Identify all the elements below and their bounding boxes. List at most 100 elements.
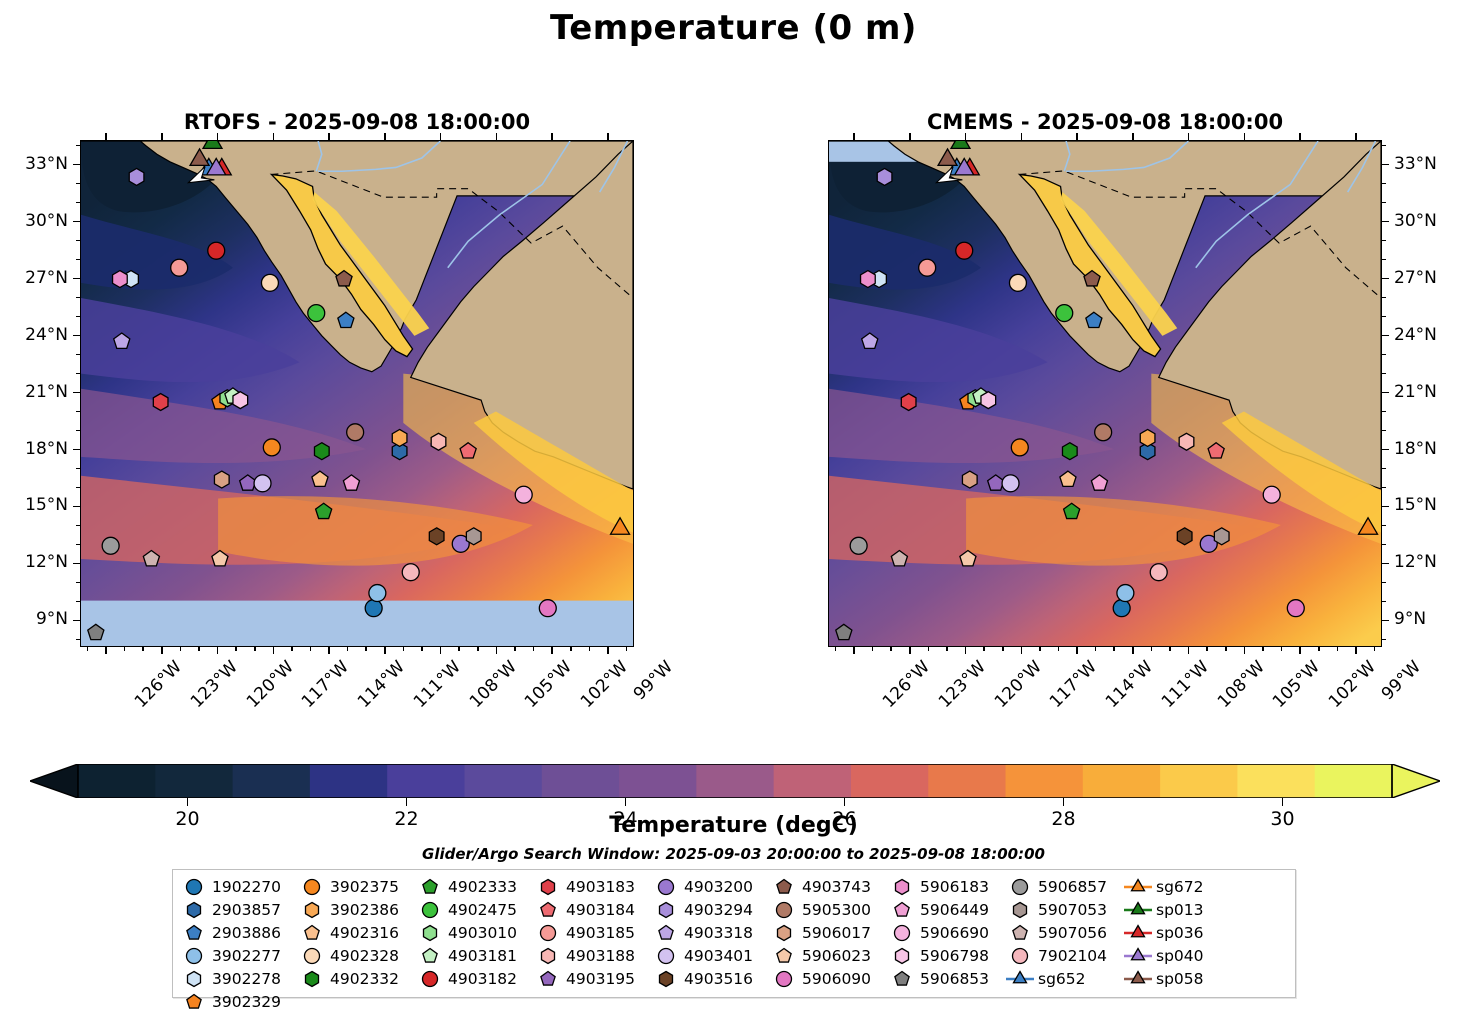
legend-item[interactable]: 4903183	[533, 875, 651, 898]
legend-item[interactable]: sp058	[1123, 967, 1227, 990]
colorbar-tick	[1062, 798, 1065, 806]
legend-item[interactable]: sp013	[1123, 898, 1227, 921]
legend-item-label: 4902333	[448, 877, 518, 896]
legend-item-label: 5907053	[1038, 900, 1108, 919]
legend-item[interactable]: 5906183	[887, 875, 1005, 898]
y-tick	[73, 505, 80, 508]
map-canvas-cmems[interactable]	[828, 140, 1382, 647]
legend-item[interactable]: 4903318	[651, 921, 769, 944]
legend-item[interactable]: 4902316	[297, 921, 415, 944]
circle-icon	[179, 875, 209, 898]
legend-item-label: 3902329	[212, 992, 282, 1011]
legend-item[interactable]: 3902375	[297, 875, 415, 898]
legend-item[interactable]: 5906017	[769, 921, 887, 944]
x-tick-minor	[514, 647, 516, 651]
y-tick-minor	[76, 201, 80, 204]
x-tick-minor	[86, 647, 89, 651]
legend-item[interactable]: sg652	[1005, 967, 1123, 990]
legend-item[interactable]: 3902278	[179, 967, 297, 990]
colorbar-tick-label: 20	[175, 808, 200, 830]
x-tick-minor	[179, 647, 182, 651]
legend-item-label: sg652	[1038, 969, 1086, 988]
x-tick-minor	[983, 647, 985, 651]
legend-item[interactable]: 4903195	[533, 967, 651, 990]
legend-item[interactable]: sp040	[1123, 944, 1227, 967]
legend-item[interactable]: 2903857	[179, 898, 297, 921]
legend-item[interactable]: 4902332	[297, 967, 415, 990]
x-tick-label: 102°W	[1325, 657, 1381, 712]
x-tick-minor	[532, 647, 535, 651]
colorbar-tick-label: 26	[832, 808, 857, 830]
legend-item[interactable]: 5906857	[1005, 875, 1123, 898]
legend-item[interactable]: 4903181	[415, 944, 533, 967]
circle-icon	[415, 898, 445, 921]
legend-item[interactable]: 3902329	[179, 990, 297, 1013]
hexagon-icon	[651, 967, 681, 990]
legend-item[interactable]: 4902333	[415, 875, 533, 898]
x-tick-label: 99°W	[1377, 657, 1426, 705]
x-tick-top	[1299, 133, 1301, 140]
colorbar-tick	[186, 798, 189, 806]
x-tick	[551, 647, 553, 654]
legend-item[interactable]: 5905300	[769, 898, 887, 921]
legend-item[interactable]: sp036	[1123, 921, 1227, 944]
x-tick	[1243, 647, 1246, 654]
hexagon-icon	[179, 898, 209, 921]
map-canvas-rtofs[interactable]	[80, 140, 634, 647]
pentagon-icon	[887, 967, 917, 990]
legend-item-label: 3902277	[212, 946, 282, 965]
pentagon-icon	[179, 990, 209, 1013]
x-tick-label: 111°W	[1157, 657, 1213, 712]
x-tick-minor	[1150, 647, 1153, 651]
hexagon-icon	[533, 944, 563, 967]
x-tick-top	[908, 133, 911, 140]
x-tick	[964, 647, 967, 654]
legend-item[interactable]: 5906023	[769, 944, 887, 967]
y-tick	[73, 391, 80, 394]
y-tick-minor	[76, 296, 80, 299]
y-tick	[1382, 220, 1389, 223]
legend-item[interactable]: 2903886	[179, 921, 297, 944]
legend-item[interactable]: 4903200	[651, 875, 769, 898]
x-tick	[1299, 647, 1301, 654]
legend-item[interactable]: 5906798	[887, 944, 1005, 967]
legend-item[interactable]: 7902104	[1005, 944, 1123, 967]
legend-item[interactable]: 4903401	[651, 944, 769, 967]
legend-item-label: 4903184	[566, 900, 636, 919]
legend-item[interactable]: 4903185	[533, 921, 651, 944]
legend-item[interactable]: 4903184	[533, 898, 651, 921]
legend-item[interactable]: 3902386	[297, 898, 415, 921]
y-tick-minor	[1382, 429, 1386, 432]
legend-item[interactable]: 4903294	[651, 898, 769, 921]
legend-item[interactable]: 5907056	[1005, 921, 1123, 944]
legend-item-label: 4902328	[330, 946, 400, 965]
y-tick-label: 15°N	[25, 495, 68, 516]
hexagon-icon	[887, 875, 917, 898]
x-tick-minor	[309, 647, 312, 651]
y-tick-label: 33°N	[1394, 153, 1437, 174]
legend-item[interactable]: 5906690	[887, 921, 1005, 944]
legend-item[interactable]: 4902328	[297, 944, 415, 967]
x-tick-top	[272, 133, 275, 140]
y-tick	[1382, 505, 1389, 508]
legend-item[interactable]: 1902270	[179, 875, 297, 898]
legend-item[interactable]: sg672	[1123, 875, 1227, 898]
legend-item[interactable]: 4903743	[769, 875, 887, 898]
y-tick-minor	[1382, 581, 1386, 584]
legend-item[interactable]: 5906449	[887, 898, 1005, 921]
legend-item[interactable]: 4903182	[415, 967, 533, 990]
legend-item[interactable]: 4902475	[415, 898, 533, 921]
legend-item[interactable]: 4903010	[415, 921, 533, 944]
hexagon-icon	[887, 944, 917, 967]
legend-item[interactable]: 5906090	[769, 967, 887, 990]
legend-item-label: 4903181	[448, 946, 518, 965]
legend-item[interactable]: 4903516	[651, 967, 769, 990]
panel-title-rtofs: RTOFS - 2025-09-08 18:00:00	[183, 110, 531, 134]
legend-item[interactable]: 3902277	[179, 944, 297, 967]
legend-item[interactable]: 4903188	[533, 944, 651, 967]
x-tick-top	[384, 133, 386, 140]
legend-item[interactable]: 5907053	[1005, 898, 1123, 921]
legend-item[interactable]: 5906853	[887, 967, 1005, 990]
pentagon-icon	[415, 875, 445, 898]
circle-icon	[651, 944, 681, 967]
